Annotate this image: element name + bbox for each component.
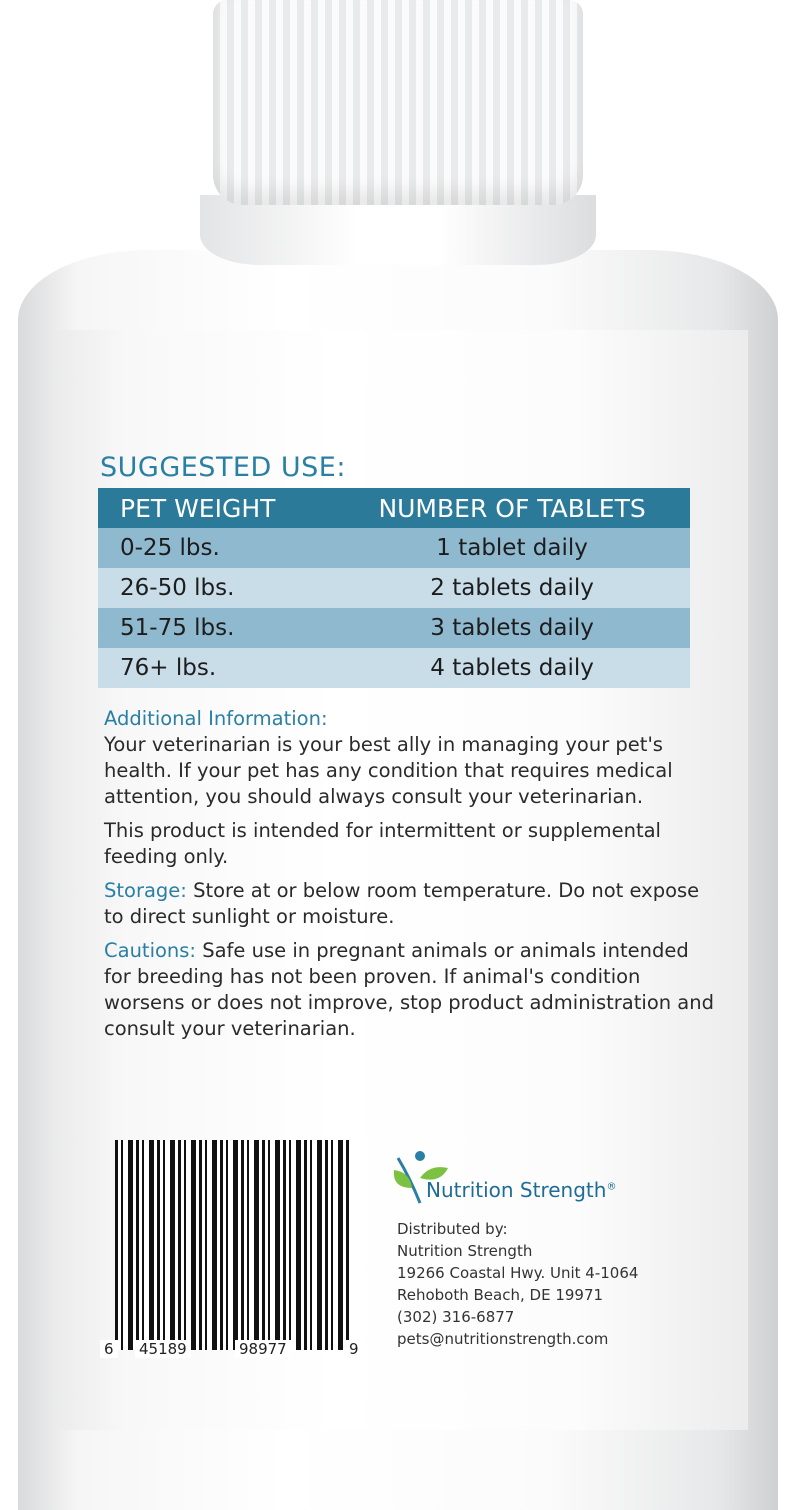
- table-header: PET WEIGHT NUMBER OF TABLETS: [98, 488, 690, 528]
- tablets-cell: 4 tablets daily: [334, 648, 690, 688]
- weight-cell: 51-75 lbs.: [98, 608, 335, 648]
- barcode-digits: 45189: [135, 1340, 191, 1358]
- additional-heading: Additional Information:: [104, 707, 328, 730]
- distributed-by-label: Distributed by:: [397, 1220, 508, 1238]
- additional-p2: This product is intended for intermitten…: [104, 819, 661, 868]
- distributor-address2: Rehoboth Beach, DE 19971: [397, 1286, 604, 1304]
- cautions-body: Safe use in pregnant animals or animals …: [104, 939, 714, 1040]
- table-row: 26-50 lbs. 2 tablets daily: [98, 568, 690, 608]
- brand-name: Nutrition Strength®: [426, 1178, 616, 1202]
- registered-mark: ®: [606, 1181, 617, 1193]
- tablets-cell: 3 tablets daily: [334, 608, 690, 648]
- suggested-use-title: SUGGESTED USE:: [100, 452, 346, 483]
- weight-cell: 26-50 lbs.: [98, 568, 335, 608]
- barcode-digit: 9: [345, 1340, 363, 1358]
- bottle-neck: [200, 195, 596, 265]
- barcode-bars: [115, 1140, 350, 1350]
- cautions-text: Cautions: Safe use in pregnant animals o…: [104, 938, 714, 1042]
- weight-cell: 76+ lbs.: [98, 648, 335, 688]
- brand-logo-icon: [393, 1151, 448, 1204]
- distributor-info: Distributed by: Nutrition Strength 19266…: [397, 1218, 638, 1350]
- storage-text: Storage: Store at or below room temperat…: [104, 878, 714, 930]
- bottle-cap: [213, 0, 583, 205]
- dosage-table: PET WEIGHT NUMBER OF TABLETS 0-25 lbs. 1 t…: [98, 488, 690, 688]
- weight-cell: 0-25 lbs.: [98, 528, 335, 568]
- storage-heading: Storage:: [104, 879, 187, 902]
- brand-text: Nutrition Strength: [426, 1178, 607, 1202]
- additional-p1: Your veterinarian is your best ally in m…: [104, 733, 673, 808]
- label-text: Additional Information: Your veterinaria…: [104, 706, 714, 1050]
- tablets-cell: 2 tablets daily: [334, 568, 690, 608]
- table-row: 76+ lbs. 4 tablets daily: [98, 648, 690, 688]
- barcode: [115, 1140, 350, 1350]
- barcode-digit: 6: [100, 1340, 118, 1358]
- header-number-of-tablets: NUMBER OF TABLETS: [334, 488, 690, 528]
- distributor-address1: 19266 Coastal Hwy. Unit 4-1064: [397, 1264, 639, 1282]
- header-pet-weight: PET WEIGHT: [98, 488, 335, 528]
- barcode-digits: 98977: [235, 1340, 291, 1358]
- cautions-heading: Cautions:: [104, 939, 197, 962]
- distributor-phone: (302) 316-6877: [397, 1308, 515, 1326]
- distributor-email: pets@nutritionstrength.com: [397, 1330, 609, 1348]
- distributor-name: Nutrition Strength: [397, 1242, 533, 1260]
- table-row: 0-25 lbs. 1 tablet daily: [98, 528, 690, 568]
- tablets-cell: 1 tablet daily: [334, 528, 690, 568]
- storage-body: Store at or below room temperature. Do n…: [104, 879, 700, 928]
- table-row: 51-75 lbs. 3 tablets daily: [98, 608, 690, 648]
